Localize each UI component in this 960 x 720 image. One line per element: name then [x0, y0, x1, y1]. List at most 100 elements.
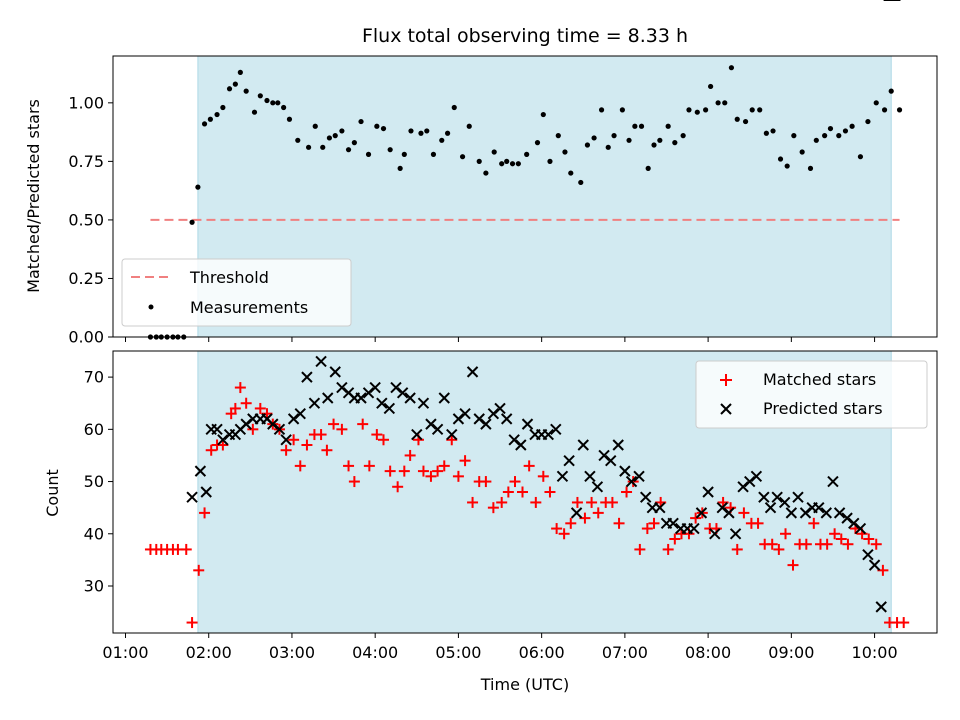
predicted-star-point: [390, 381, 402, 394]
predicted-star-point: [619, 465, 631, 477]
matched-star-point: [870, 538, 882, 550]
measurement-point: [611, 133, 617, 139]
matched-star-point: [452, 470, 464, 482]
predicted-star-point: [550, 423, 562, 436]
legend-matched-swatch: [720, 374, 732, 386]
predicted-star-point: [854, 522, 867, 535]
measurement-point: [275, 100, 281, 106]
y-tick-label: 50: [84, 472, 104, 491]
predicted-star-point: [827, 475, 839, 488]
predicted-star-stroke-b: [186, 491, 198, 503]
measurement-point: [189, 219, 195, 225]
measurement-point: [232, 81, 238, 87]
predicted-star-point: [792, 491, 804, 503]
measurements-points: [147, 65, 903, 340]
measurement-point: [387, 147, 393, 153]
matched-star-point: [898, 617, 910, 629]
predicted-star-point: [598, 449, 610, 462]
predicted-star-point: [841, 512, 853, 524]
matched-star-point: [234, 382, 246, 394]
predicted-star-stroke-b: [362, 387, 375, 399]
measurement-point: [715, 100, 721, 106]
matched-star-point: [509, 476, 521, 488]
measurement-point: [568, 170, 574, 176]
predicted-star-stroke-b: [294, 407, 306, 420]
matched-star-point: [247, 423, 259, 435]
predicted-star-stroke-b: [217, 434, 229, 446]
predicted-star-stroke-b: [570, 507, 583, 519]
measurement-point: [270, 100, 276, 106]
predicted-star-point: [688, 522, 700, 535]
predicted-star-stroke-b: [261, 413, 273, 425]
matched-star-point: [621, 486, 633, 498]
predicted-star-point: [758, 491, 770, 503]
measurement-point: [358, 118, 364, 125]
matched-star-point: [842, 538, 854, 550]
measurement-point: [251, 109, 258, 115]
predicted-star-stroke-b: [577, 439, 589, 451]
measurement-point: [320, 144, 326, 150]
predicted-star-stroke-b: [308, 397, 321, 409]
matched-star-point: [752, 517, 764, 529]
x-tick-label: 06:00: [519, 643, 565, 662]
measurement-point: [499, 161, 505, 167]
legend-predicted-swatch: [720, 403, 732, 415]
measurement-point: [397, 165, 403, 171]
matched-star-point: [517, 486, 529, 498]
measurement-point: [591, 135, 597, 141]
predicted-star-stroke-b: [342, 387, 355, 399]
y-tick-label: 60: [84, 420, 104, 439]
measurement-point: [295, 137, 301, 143]
predicted-star-stroke-b: [813, 501, 825, 514]
top-legend: Threshold Measurements: [121, 258, 352, 327]
legend-matched-label: Matched stars: [763, 370, 876, 389]
predicted-star-point: [211, 423, 223, 436]
predicted-star-point: [605, 454, 617, 467]
y-tick-label: 0.50: [68, 210, 104, 229]
predicted-star-point: [329, 366, 341, 378]
matched-star-point: [425, 470, 437, 482]
matched-star-point: [606, 496, 618, 508]
matched-star-point: [537, 470, 549, 482]
measurement-point: [226, 86, 233, 92]
predicted-star-point: [848, 517, 860, 530]
matched-star-point: [240, 397, 252, 409]
x-tick-label: 04:00: [352, 643, 398, 662]
measurement-point: [220, 104, 226, 111]
matched-star-point: [496, 496, 508, 508]
predicted-star-point: [376, 397, 388, 409]
matched-star-point: [669, 533, 681, 545]
measurement-point: [686, 107, 692, 113]
predicted-star-point: [369, 381, 381, 394]
predicted-star-stroke-b: [287, 413, 300, 425]
measurement-point: [694, 109, 700, 115]
matched-star-point: [571, 496, 583, 508]
predicted-star-stroke-b: [446, 428, 458, 441]
matched-star-point: [551, 523, 563, 535]
predicted-star-stroke-b: [542, 428, 555, 441]
measurement-point: [605, 144, 611, 150]
predicted-star-stroke-b: [854, 522, 867, 535]
predicted-star-point: [702, 486, 714, 498]
x-tick-label: 10:00: [852, 643, 898, 662]
matched-star-point: [648, 517, 660, 529]
measurement-point: [626, 137, 632, 143]
measurement-point: [491, 149, 497, 155]
predicted-star-stroke-b: [417, 397, 430, 409]
predicted-star-stroke-b: [591, 481, 604, 493]
predicted-star-stroke-b: [619, 465, 631, 477]
matched-star-point: [459, 455, 471, 467]
legend-predicted-label: Predicted stars: [763, 399, 883, 418]
predicted-star-point: [654, 501, 666, 514]
predicted-star-point: [240, 418, 252, 430]
predicted-star-point: [639, 491, 652, 503]
predicted-star-stroke-b: [771, 491, 783, 503]
legend-threshold-label: Threshold: [189, 268, 269, 287]
predicted-star-point: [459, 407, 471, 420]
predicted-star-point: [480, 418, 492, 430]
predicted-star-stroke-b: [425, 418, 437, 430]
matched-star-point: [835, 533, 847, 545]
predicted-star-stroke-b: [862, 548, 874, 561]
top-y-ticks: 0.00 0.25 0.50 0.75 1.00: [68, 93, 113, 347]
